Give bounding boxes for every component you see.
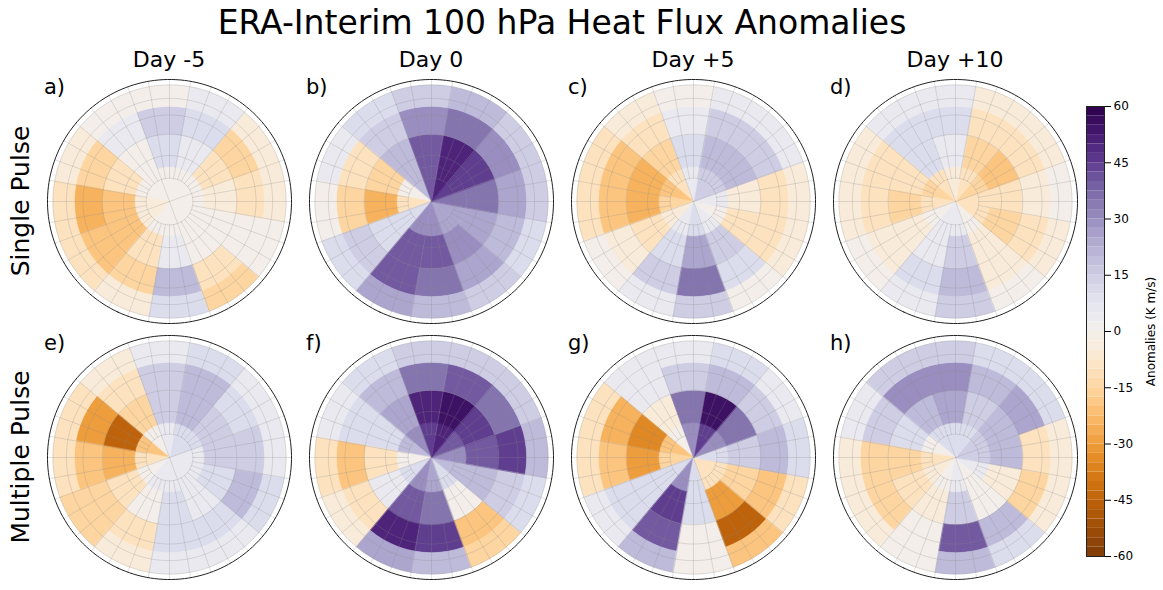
html-text:Day -5: Day -5	[132, 47, 206, 72]
html-text:Multiple Pulse: Multiple Pulse	[5, 370, 35, 544]
html-text:Day 0: Day 0	[398, 47, 464, 72]
svg-text:-45: -45	[1114, 493, 1134, 507]
html-text:h): h)	[830, 331, 852, 355]
html-text:f): f)	[306, 331, 322, 355]
html-text:ERA-Interim 100 hPa Heat Flux: ERA-Interim 100 hPa Heat Flux Anomalies	[217, 3, 907, 42]
html-text:g): g)	[568, 331, 590, 355]
html-text:Day +10: Day +10	[906, 47, 1004, 72]
svg-text:15: 15	[1114, 268, 1129, 282]
svg-text:60: 60	[1114, 99, 1129, 113]
svg-text:-30: -30	[1114, 437, 1134, 451]
html-text:a): a)	[44, 75, 66, 99]
html-text:e): e)	[44, 331, 66, 355]
html-text:b): b)	[306, 75, 328, 99]
svg-text:-60: -60	[1114, 549, 1134, 563]
svg-text:-15: -15	[1114, 381, 1134, 395]
html-text:d): d)	[830, 75, 852, 99]
svg-text:45: 45	[1114, 156, 1129, 170]
html-text:Day +5: Day +5	[651, 47, 735, 72]
svg-text:0: 0	[1114, 324, 1122, 338]
svg-text:Anomalies (K m/s): Anomalies (K m/s)	[1144, 277, 1158, 386]
html-text:c): c)	[568, 75, 588, 99]
svg-text:30: 30	[1114, 212, 1129, 226]
html-text:Single Pulse: Single Pulse	[5, 125, 35, 277]
